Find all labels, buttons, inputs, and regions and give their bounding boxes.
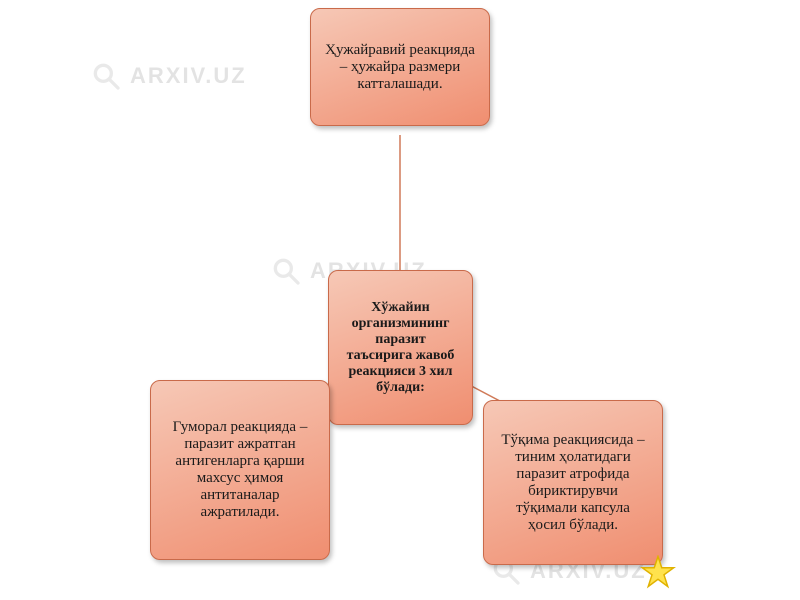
- search-icon: [270, 255, 302, 287]
- box-top: Ҳужайравий реакцияда – ҳужайра размери к…: [310, 8, 490, 126]
- box-right: Тўқима реакциясида – тиним ҳолатидаги па…: [483, 400, 663, 565]
- watermark: ARXIV.UZ: [90, 60, 247, 92]
- box-left-text: Гуморал реакцияда – паразит ажратган ант…: [163, 419, 317, 521]
- star-icon: [640, 555, 676, 591]
- box-left: Гуморал реакцияда – паразит ажратган ант…: [150, 380, 330, 560]
- search-icon: [90, 60, 122, 92]
- watermark-text: ARXIV.UZ: [130, 63, 247, 89]
- box-center: Хўжайин организмининг паразит таъсирига …: [328, 270, 473, 425]
- box-right-text: Тўқима реакциясида – тиним ҳолатидаги па…: [496, 432, 650, 534]
- box-center-text: Хўжайин организмининг паразит таъсирига …: [341, 300, 460, 396]
- box-top-text: Ҳужайравий реакцияда – ҳужайра размери к…: [323, 42, 477, 93]
